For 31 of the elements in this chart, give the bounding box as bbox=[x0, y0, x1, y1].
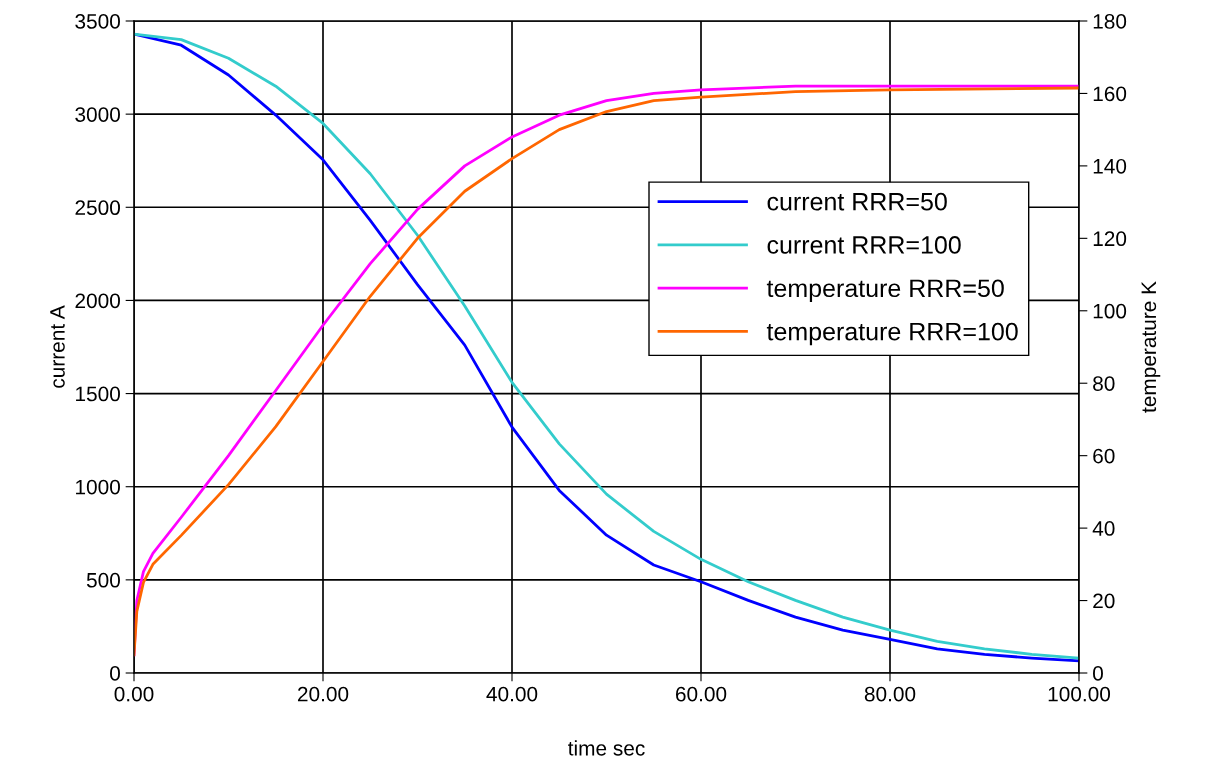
y-tick-label: 500 bbox=[86, 572, 120, 588]
y-tick-label: 1000 bbox=[76, 479, 120, 495]
legend-label: current RRR=100 bbox=[767, 236, 961, 254]
y2-tick-label: 140 bbox=[1093, 158, 1127, 174]
y2-tick-label: 60 bbox=[1093, 448, 1115, 464]
y-tick-label: 0 bbox=[110, 666, 120, 681]
x-tick-label: 40.00 bbox=[486, 686, 538, 702]
x-tick-label: 0.00 bbox=[114, 686, 154, 702]
y2-tick-label: 120 bbox=[1093, 231, 1127, 247]
y2-tick-label: 100 bbox=[1093, 303, 1127, 319]
x-tick-label: 80.00 bbox=[864, 686, 916, 702]
y-axis-title: current A bbox=[50, 305, 65, 388]
x-tick-label: 60.00 bbox=[675, 686, 727, 702]
x-axis-title: time sec bbox=[568, 740, 645, 756]
y-tick-label: 3500 bbox=[75, 14, 120, 29]
y-tick-label: 3000 bbox=[75, 107, 120, 122]
legend-label: current RRR=50 bbox=[767, 192, 947, 211]
y2-tick-label: 180 bbox=[1093, 14, 1127, 29]
y-tick-label: 2500 bbox=[75, 200, 120, 216]
y-tick-label: 2000 bbox=[75, 293, 120, 309]
y-tick-label: 1500 bbox=[76, 386, 120, 402]
y2-tick-label: 40 bbox=[1092, 521, 1115, 536]
x-tick-label: 20.00 bbox=[297, 686, 349, 702]
y2-tick-label: 80 bbox=[1093, 376, 1115, 391]
y2-tick-label: 0 bbox=[1093, 666, 1103, 681]
legend-label: temperature RRR=50 bbox=[766, 279, 1004, 303]
x-tick-label: 100.00 bbox=[1048, 686, 1111, 702]
y2-tick-label: 160 bbox=[1093, 86, 1127, 102]
legend-label: temperature RRR=100 bbox=[766, 322, 1018, 346]
y2-tick-label: 20 bbox=[1093, 593, 1115, 609]
y2-axis-title: temperature K bbox=[1141, 281, 1161, 413]
